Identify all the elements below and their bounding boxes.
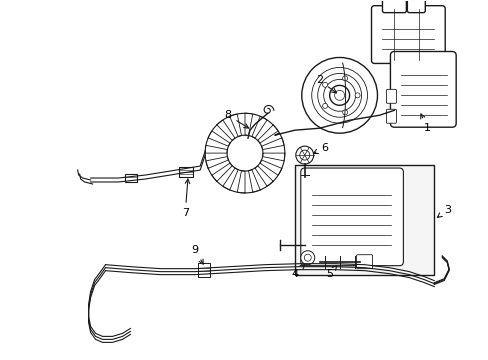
Circle shape xyxy=(300,251,314,265)
FancyBboxPatch shape xyxy=(386,89,396,103)
Bar xyxy=(198,263,210,276)
FancyBboxPatch shape xyxy=(382,0,406,13)
FancyBboxPatch shape xyxy=(386,109,396,123)
Text: 2: 2 xyxy=(316,75,336,93)
Circle shape xyxy=(295,146,313,164)
Circle shape xyxy=(342,110,347,115)
Bar xyxy=(294,165,433,275)
FancyBboxPatch shape xyxy=(300,168,403,266)
FancyBboxPatch shape xyxy=(356,255,372,269)
Circle shape xyxy=(322,103,327,108)
Circle shape xyxy=(322,82,327,87)
Circle shape xyxy=(299,150,309,160)
FancyBboxPatch shape xyxy=(407,0,425,13)
Circle shape xyxy=(334,90,344,100)
Circle shape xyxy=(301,58,377,133)
Circle shape xyxy=(342,76,347,81)
Circle shape xyxy=(304,254,310,261)
Text: 9: 9 xyxy=(191,245,203,264)
FancyBboxPatch shape xyxy=(389,51,455,127)
Bar xyxy=(179,167,193,177)
Text: 5: 5 xyxy=(325,266,336,279)
Bar xyxy=(125,174,137,182)
Text: 4: 4 xyxy=(291,264,304,279)
Text: 6: 6 xyxy=(313,143,327,153)
Text: 1: 1 xyxy=(420,114,430,133)
Text: 7: 7 xyxy=(182,179,189,218)
Circle shape xyxy=(329,85,349,105)
Text: 3: 3 xyxy=(437,205,450,217)
FancyBboxPatch shape xyxy=(371,6,444,63)
Circle shape xyxy=(354,93,359,98)
Text: 8: 8 xyxy=(224,110,248,128)
